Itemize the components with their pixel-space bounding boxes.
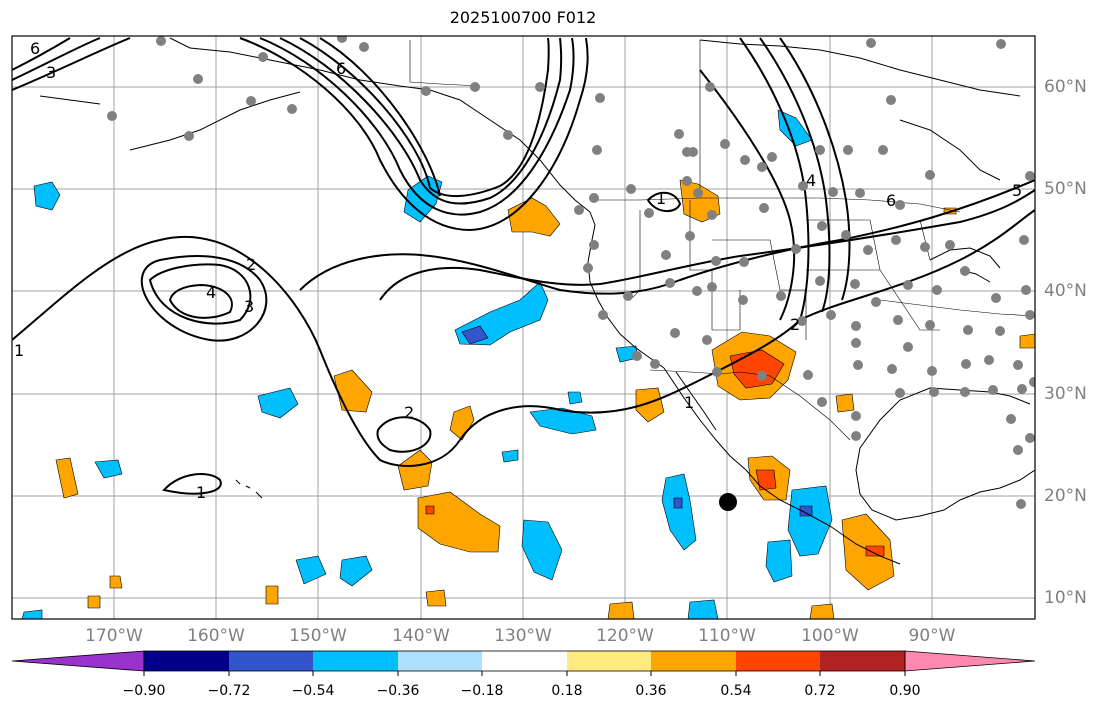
anomaly-shading <box>21 109 1035 619</box>
neg-anomaly <box>295 555 327 585</box>
neg-anomaly <box>787 485 833 557</box>
lon-label: 120°W <box>596 626 654 646</box>
neg-anomaly <box>94 459 123 479</box>
lat-label: 40°N <box>1044 281 1087 301</box>
colorbar-label: −0.36 <box>376 683 420 699</box>
pos-anomaly <box>607 601 635 619</box>
pos-anomaly <box>265 585 279 605</box>
pos-anomaly <box>87 595 101 609</box>
colorbar-extend-low <box>11 650 145 672</box>
contour-label: 4 <box>206 283 216 302</box>
height-contours <box>12 37 1035 495</box>
lon-label: 160°W <box>187 626 245 646</box>
colorbar-label: −0.90 <box>122 683 166 699</box>
colorbar-label: −0.72 <box>207 683 251 699</box>
pos-anomaly <box>417 491 501 553</box>
pos-anomaly <box>55 457 79 499</box>
contour-label: 2 <box>790 315 800 334</box>
colorbar-label: 0.18 <box>551 683 583 699</box>
neg-anomaly <box>661 473 697 551</box>
colorbar-label: −0.54 <box>291 683 335 699</box>
coastlines <box>39 37 1035 565</box>
colorbar-frame <box>143 650 906 672</box>
contour-label: 2 <box>246 255 256 274</box>
pos-anomaly <box>109 575 123 589</box>
lon-label: 90°W <box>908 626 956 646</box>
lon-label: 150°W <box>289 626 347 646</box>
neg-anomaly <box>403 175 443 223</box>
colorbar-extend-high <box>904 650 1036 672</box>
colorbar-bin <box>651 651 736 671</box>
map-title: 2025100700 F012 <box>449 8 597 27</box>
colorbar-label: 0.54 <box>720 683 752 699</box>
borders <box>409 40 1035 441</box>
contour-label: 2 <box>404 403 414 422</box>
lon-label: 140°W <box>392 626 450 646</box>
contour-label: 5 <box>1012 181 1022 200</box>
pos-anomaly <box>755 469 777 491</box>
neg-anomaly <box>567 391 583 405</box>
colorbar-label: −0.18 <box>460 683 504 699</box>
neg-anomaly <box>777 109 813 147</box>
colorbar-bin <box>567 651 651 671</box>
neg-anomaly <box>461 325 489 345</box>
colorbar-bin <box>313 651 398 671</box>
lon-label: 170°W <box>85 626 143 646</box>
pos-anomaly <box>397 449 433 491</box>
neg-anomaly <box>339 555 373 587</box>
contour-label: 3 <box>244 297 254 316</box>
lat-label: 60°N <box>1044 77 1087 97</box>
contour-label: 1 <box>656 189 666 208</box>
contour-label: 1 <box>196 483 206 502</box>
pos-anomaly <box>729 349 785 389</box>
map-frame <box>11 35 1036 620</box>
station-markers <box>107 36 1035 509</box>
pos-anomaly <box>835 393 855 413</box>
pos-anomaly <box>809 603 835 619</box>
colorbar-bin <box>229 651 313 671</box>
neg-anomaly <box>687 599 719 619</box>
colorbar-label: 0.72 <box>804 683 836 699</box>
neg-anomaly <box>257 387 299 419</box>
colorbar-bin <box>482 651 567 671</box>
neg-anomaly <box>529 407 597 435</box>
neg-anomaly <box>33 181 61 211</box>
lat-label: 20°N <box>1044 486 1087 506</box>
contour-label: 3 <box>46 63 56 82</box>
contour-label: 6 <box>886 191 896 210</box>
contour-label: 1 <box>14 341 24 360</box>
contour-label: 1 <box>684 393 694 412</box>
pos-anomaly <box>425 505 435 515</box>
lat-label: 10°N <box>1044 588 1087 608</box>
contour-label: 4 <box>806 171 816 190</box>
colorbar-label: 0.36 <box>635 683 667 699</box>
neg-anomaly <box>673 497 683 509</box>
lon-label: 130°W <box>494 626 552 646</box>
pos-anomaly <box>425 589 447 607</box>
lat-label: 30°N <box>1044 384 1087 404</box>
lon-label: 110°W <box>698 626 756 646</box>
contour-label-layer: 6 6 3 1 4 5 6 2 4 3 2 2 1 1 1 <box>14 39 1022 502</box>
neg-anomaly <box>501 449 519 463</box>
colorbar <box>11 650 1036 676</box>
storm-center-marker <box>719 493 737 511</box>
colorbar-bin <box>144 651 229 671</box>
colorbar-bin <box>820 651 905 671</box>
neg-anomaly <box>521 519 563 581</box>
neg-anomaly <box>21 609 43 619</box>
contour-label: 6 <box>30 39 40 58</box>
neg-anomaly <box>765 539 793 583</box>
pos-anomaly <box>1019 333 1035 349</box>
pos-anomaly <box>865 545 885 557</box>
colorbar-label: 0.90 <box>889 683 921 699</box>
contour-label: 6 <box>336 59 346 78</box>
colorbar-bin <box>398 651 482 671</box>
lat-label: 50°N <box>1044 179 1087 199</box>
colorbar-bin <box>736 651 820 671</box>
lon-label: 100°W <box>801 626 859 646</box>
